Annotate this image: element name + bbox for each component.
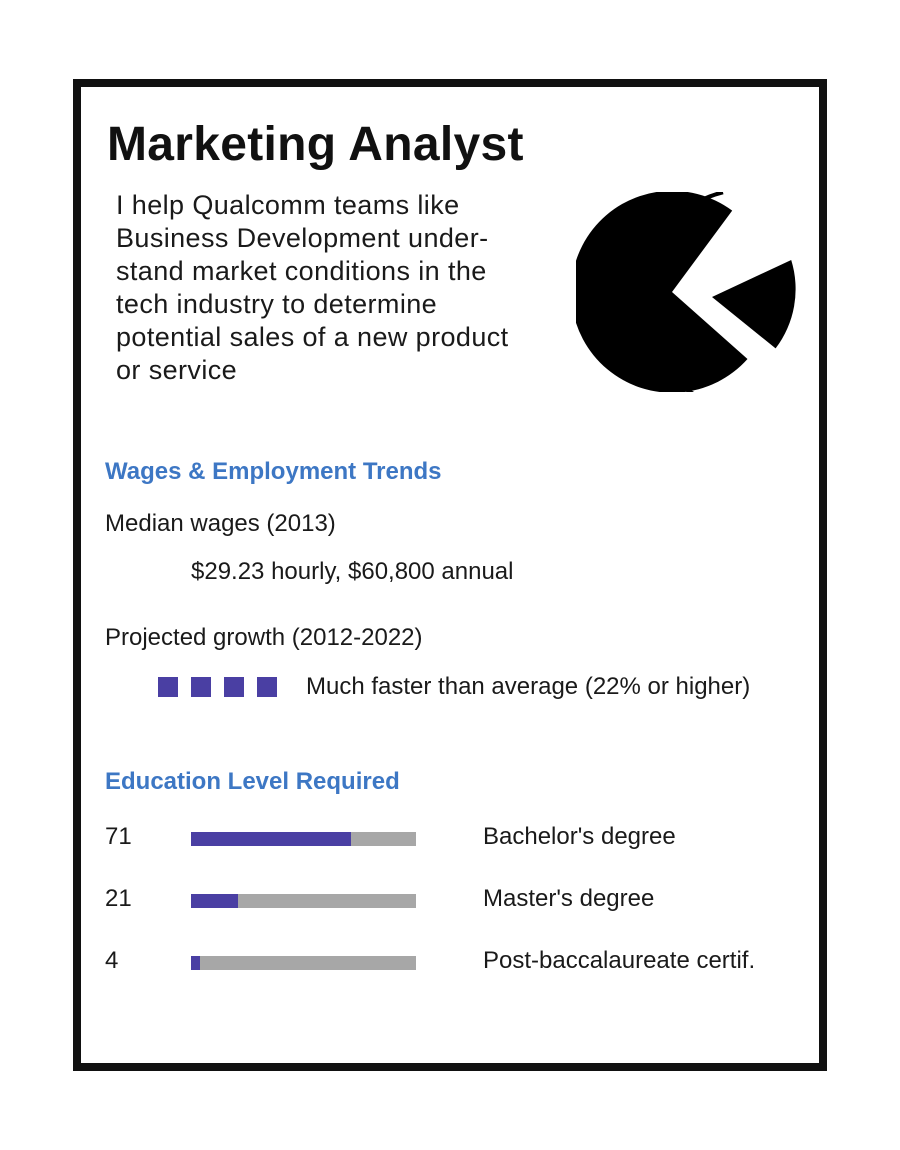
education-bar-fill [191,832,351,846]
wages-heading: Wages & Employment Trends [105,458,442,485]
pie-detached-slice [712,260,796,349]
education-percent: 21 [105,885,132,912]
education-level-label: Bachelor's degree [483,823,676,850]
growth-description: Much faster than average (22% or higher) [306,673,751,700]
projected-growth-label: Projected growth (2012-2022) [105,624,423,651]
pie-main-slice [576,192,748,392]
growth-square [158,677,178,697]
education-bar-fill [191,956,200,970]
education-percent: 4 [105,947,119,974]
pie-chart-icon [576,192,796,392]
education-percent: 71 [105,823,132,850]
education-level-label: Post-baccalaureate certif. [483,947,756,974]
education-bar-track [191,832,416,846]
median-wages-value: $29.23 hourly, $60,800 annual [191,558,514,585]
education-bar-track [191,894,416,908]
career-card: Marketing Analyst I help Qualcomm teams … [73,79,827,1071]
median-wages-label: Median wages (2013) [105,510,336,537]
job-description: I help Qualcomm teams like Business Deve… [116,190,509,385]
growth-square [257,677,277,697]
education-row: 71 Bachelor's degree [105,823,805,853]
growth-square [224,677,244,697]
growth-level-indicator [158,677,277,697]
education-bar-track [191,956,416,970]
growth-square [191,677,211,697]
page-title: Marketing Analyst [107,118,524,171]
education-row: 21 Master's degree [105,885,805,915]
education-level-label: Master's degree [483,885,655,912]
education-row: 4 Post-baccalaureate certif. [105,947,805,977]
education-bar-fill [191,894,239,908]
education-heading: Education Level Required [105,768,400,795]
